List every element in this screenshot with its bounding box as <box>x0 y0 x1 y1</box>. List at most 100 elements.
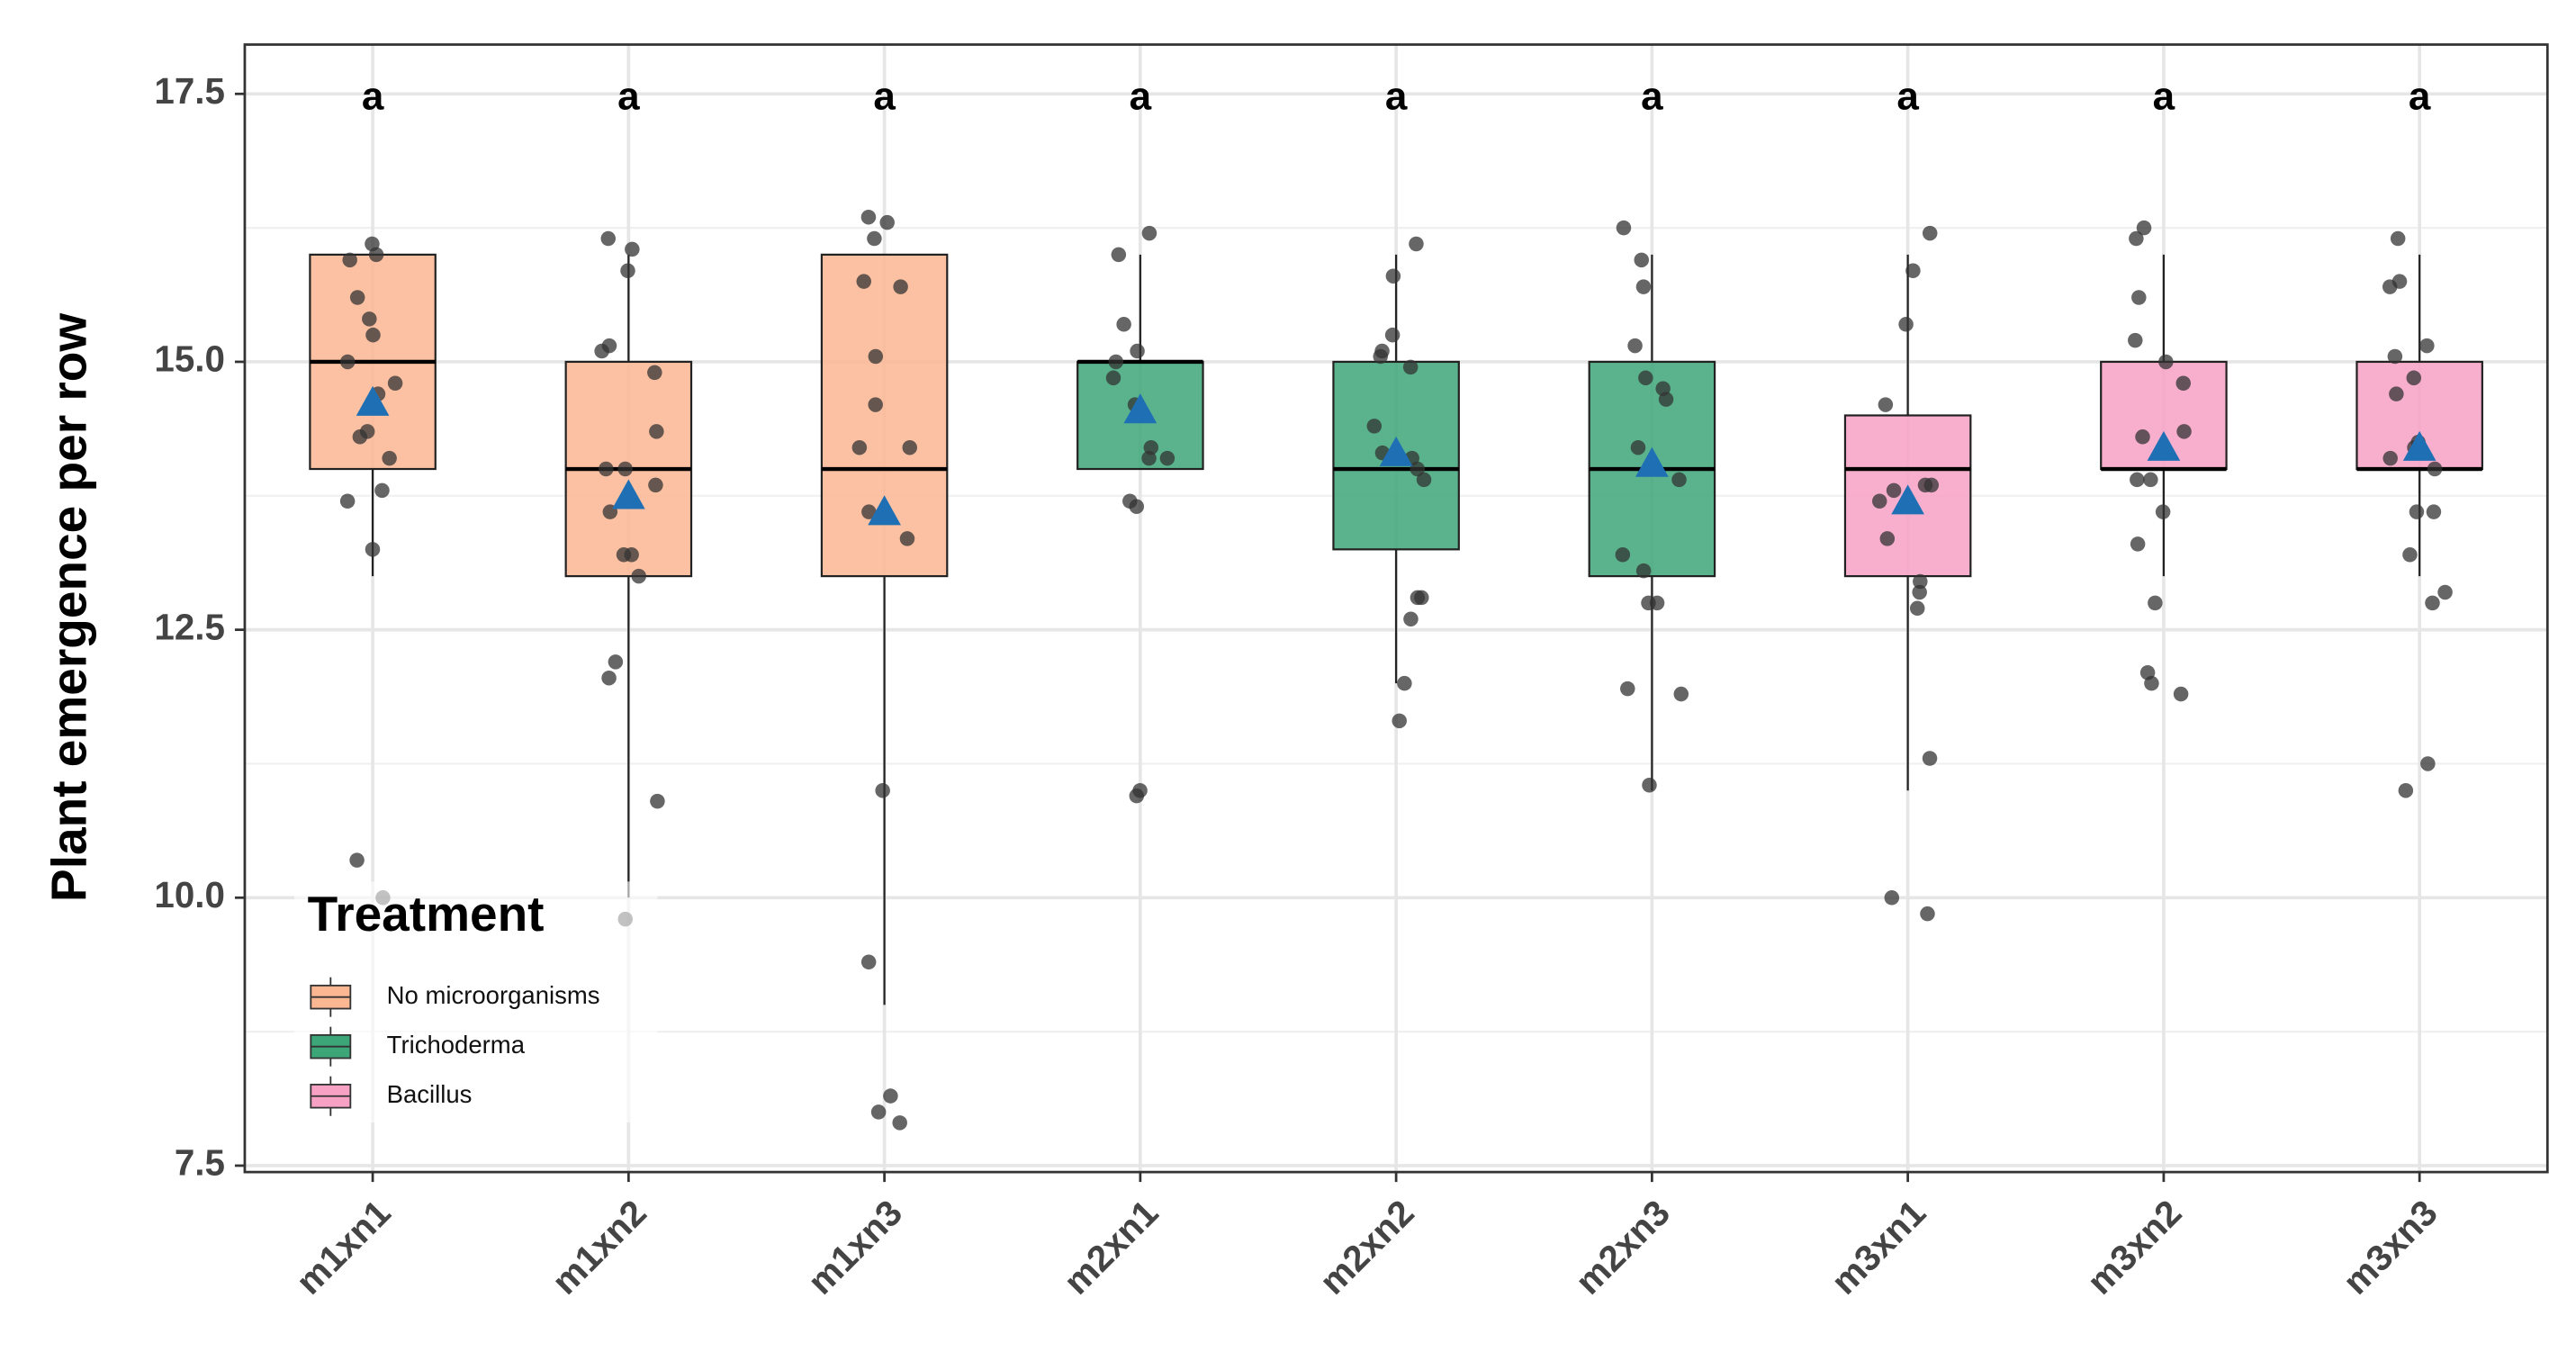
legend-bg <box>293 881 658 1123</box>
point <box>1635 279 1652 294</box>
point <box>374 482 390 499</box>
mean-marker <box>2147 430 2181 461</box>
point <box>2406 370 2422 386</box>
point <box>868 348 884 365</box>
point <box>352 429 368 445</box>
annotation: a <box>2153 75 2175 119</box>
point <box>892 1115 907 1131</box>
point <box>1642 778 1657 793</box>
point <box>2425 595 2440 611</box>
point <box>2135 429 2150 445</box>
x-tick-label: m2xn1 <box>1056 1192 1166 1302</box>
y-axis-label: Plant emergence per row <box>41 313 97 902</box>
point <box>594 343 609 359</box>
annotation: a <box>362 75 384 119</box>
point <box>1638 370 1653 386</box>
point <box>1403 611 1419 626</box>
annotation: a <box>1385 75 1408 119</box>
point <box>902 439 917 455</box>
point <box>851 439 868 455</box>
mean-marker <box>868 495 901 526</box>
y-tick-label: 17.5 <box>154 70 224 112</box>
point <box>387 375 403 392</box>
x-tick-label: m3xn3 <box>2335 1192 2445 1302</box>
point <box>2382 450 2398 466</box>
point <box>1905 263 1921 279</box>
point <box>599 461 614 477</box>
point <box>1886 482 1902 499</box>
point <box>600 230 617 247</box>
point <box>631 568 646 584</box>
point <box>1416 472 1432 488</box>
point <box>2130 536 2146 552</box>
panel-border <box>243 43 2549 1174</box>
point <box>1366 419 1383 434</box>
point <box>1620 681 1635 697</box>
point <box>1923 477 1940 493</box>
annotation: a <box>617 75 640 119</box>
point <box>1635 563 1652 579</box>
point <box>2382 279 2398 294</box>
point <box>1130 343 1145 359</box>
point <box>1658 392 1674 407</box>
point <box>1108 354 1124 370</box>
point <box>2144 675 2159 691</box>
point <box>368 247 384 263</box>
annotation: a <box>1641 75 1663 119</box>
point <box>893 279 908 294</box>
mean-marker <box>1123 393 1157 424</box>
point <box>1129 788 1145 804</box>
x-tick-label: m1xn1 <box>288 1192 399 1302</box>
point <box>1409 236 1424 252</box>
point <box>648 477 663 493</box>
point <box>1909 600 1925 617</box>
point <box>1402 359 1419 375</box>
mean-marker <box>1891 484 1924 515</box>
point <box>2176 424 2192 439</box>
point <box>1159 450 1175 466</box>
point <box>1898 317 1914 332</box>
point <box>1627 338 1643 354</box>
point <box>365 327 381 343</box>
point <box>1871 493 1887 509</box>
mean-marker <box>612 479 645 509</box>
point <box>608 654 624 670</box>
y-tick-label: 10.0 <box>154 874 224 915</box>
point <box>340 354 356 370</box>
point <box>1641 595 1656 611</box>
point <box>2419 338 2435 354</box>
point <box>349 290 365 305</box>
point <box>2402 547 2418 563</box>
point <box>1410 590 1426 606</box>
point <box>2389 386 2404 401</box>
point <box>1373 348 1388 365</box>
point <box>1141 225 1157 241</box>
annotation: a <box>873 75 896 119</box>
point <box>1616 220 1632 236</box>
point <box>1141 450 1157 466</box>
point <box>2420 756 2436 771</box>
x-tick-label: m1xn3 <box>799 1192 910 1302</box>
point <box>1129 499 1145 514</box>
point <box>1879 531 1896 546</box>
mean-marker <box>356 385 390 416</box>
x-tick-label: m3xn2 <box>2079 1192 2190 1302</box>
x-tick-label: m3xn1 <box>1823 1192 1933 1302</box>
y-tick-label: 12.5 <box>154 606 224 647</box>
point <box>856 274 871 289</box>
point <box>2128 332 2143 348</box>
point <box>2155 504 2171 519</box>
legend-title: Treatment <box>308 886 545 942</box>
point <box>1878 397 1894 412</box>
point <box>625 241 640 257</box>
point <box>2398 782 2414 798</box>
point <box>2136 220 2152 236</box>
point <box>2130 472 2145 488</box>
point <box>2175 375 2191 392</box>
point <box>860 954 877 969</box>
point <box>2427 461 2443 477</box>
point <box>349 852 365 868</box>
point <box>339 493 356 509</box>
point <box>1385 268 1401 284</box>
point <box>883 1088 898 1104</box>
